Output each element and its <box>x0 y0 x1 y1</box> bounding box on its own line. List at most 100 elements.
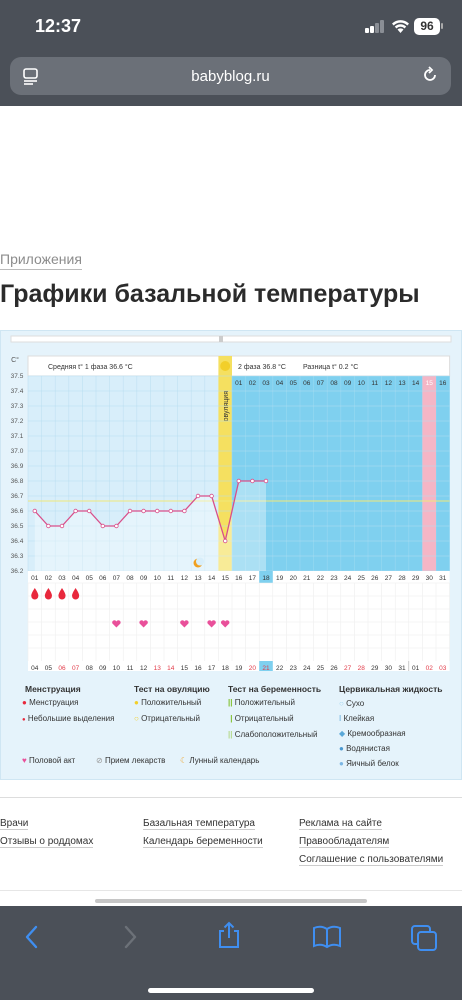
moon-icon: ☾ <box>180 756 188 765</box>
phase2-day-label: 09 <box>344 380 352 387</box>
legend-ovulation-positive: ● Положительный <box>134 698 202 707</box>
temperature-point <box>114 523 119 529</box>
back-icon[interactable] <box>22 924 42 950</box>
date-label: 10 <box>113 665 121 671</box>
date-label: 20 <box>249 665 257 671</box>
phase2-day-label: 12 <box>385 380 393 387</box>
drop-icon: ● <box>22 698 27 707</box>
cycle-day-label: 20 <box>290 575 298 582</box>
y-tick-label: 36.8 <box>11 478 24 485</box>
faint-lines-icon: || <box>228 730 233 739</box>
date-label: 22 <box>276 665 284 671</box>
phase2-day-label: 03 <box>262 380 270 387</box>
y-tick-label: 36.9 <box>11 463 24 470</box>
reader-mode-icon[interactable] <box>22 67 40 85</box>
cycle-day-label: 08 <box>126 575 134 582</box>
legend-spotting-item: ● Небольшие выделения <box>22 714 115 723</box>
cycle-day-label: 18 <box>262 575 270 582</box>
breadcrumb[interactable]: Приложения <box>0 251 82 270</box>
phase2-day-label: 07 <box>317 380 325 387</box>
phase2-day-label: 14 <box>412 380 420 387</box>
cycle-day-label: 03 <box>58 575 66 582</box>
phase2-day-label: 08 <box>330 380 338 387</box>
heart-icon <box>139 620 148 628</box>
date-label: 07 <box>72 665 80 671</box>
tabs-icon[interactable] <box>410 924 438 952</box>
temperature-point <box>32 508 37 514</box>
footer-link-user-agreement[interactable]: Соглашение с пользователями <box>299 854 444 866</box>
footer-link-pregnancy-calendar[interactable]: Календарь беременности <box>143 836 263 848</box>
date-label: 21 <box>262 665 270 671</box>
ovulation-column <box>218 356 232 571</box>
small-drop-icon: ● <box>22 717 26 723</box>
cycle-day-label: 26 <box>371 575 379 582</box>
horizontal-scroll-indicator[interactable] <box>95 899 367 903</box>
y-tick-label: 37.2 <box>11 418 24 425</box>
legend-lunar: ☾ Лунный календарь <box>180 756 260 765</box>
temperature-line <box>34 480 266 544</box>
bookmarks-icon[interactable] <box>312 924 342 950</box>
date-label: 01 <box>412 665 420 671</box>
legend-pregnancy-negative: | Отрицательный <box>228 714 294 723</box>
one-line-icon: | <box>228 714 233 723</box>
cycle-day-label: 24 <box>344 575 352 582</box>
cycle-day-label: 09 <box>140 575 148 582</box>
cycle-day-label: 06 <box>99 575 107 582</box>
bbt-chart-widget: Средняя t° 1 фаза 36.6 °C 2 фаза 36.8 °C Р… <box>0 330 462 780</box>
footer-link-doctors[interactable]: Врачи <box>0 818 29 830</box>
phase2-day-label: 04 <box>276 380 284 387</box>
temperature-point <box>154 508 160 514</box>
bbt-chart: Средняя t° 1 фаза 36.6 °C 2 фаза 36.8 °C Р… <box>10 335 452 671</box>
cycle-day-label: 07 <box>113 575 121 582</box>
sticky-icon: I <box>339 714 342 723</box>
drop-outline-icon: ○ <box>339 699 344 708</box>
expected-period-column <box>422 376 436 571</box>
legend-pregnancy-weak: || Слабоположительный <box>228 730 318 739</box>
legend-cervical-dry: ○ Сухо <box>339 699 365 708</box>
temperature-area <box>34 481 266 571</box>
wifi-icon <box>392 20 409 33</box>
cycle-day-label: 22 <box>317 575 325 582</box>
phase2-day-label: 11 <box>371 380 378 387</box>
date-label: 29 <box>371 665 379 671</box>
cycle-day-label: 12 <box>181 575 189 582</box>
temperature-point <box>46 523 51 529</box>
phase2-label: 2 фаза 36.8 °C <box>238 363 286 371</box>
url-text[interactable]: babyblog.ru <box>191 68 270 85</box>
date-label: 15 <box>181 665 189 671</box>
address-bar[interactable]: babyblog.ru <box>10 57 451 95</box>
cycle-day-label: 27 <box>385 575 393 582</box>
cycle-day-label: 29 <box>412 575 420 582</box>
footer-link-advertising[interactable]: Реклама на сайте <box>299 818 382 830</box>
share-icon[interactable] <box>216 920 242 950</box>
y-tick-label: 37.4 <box>11 388 24 395</box>
cycle-day-label: 01 <box>31 575 39 582</box>
cycle-day-label: 14 <box>208 575 216 582</box>
legend-cervical-sticky: I Клейкая <box>339 714 375 723</box>
y-tick-label: 37.3 <box>11 403 24 410</box>
legend-cervical-creamy: ◆ Кремообразная <box>339 729 406 738</box>
legend-ovulation-negative: ○ Отрицательный <box>134 714 200 723</box>
forward-icon[interactable] <box>120 924 140 950</box>
cycle-day-label: 05 <box>86 575 94 582</box>
pill-icon: ⊘ <box>96 756 103 765</box>
footer-link-bbt[interactable]: Базальная температура <box>143 818 255 830</box>
legend-menstruation-title: Менструация <box>25 684 81 694</box>
y-tick-label: 36.5 <box>11 523 24 530</box>
date-label: 14 <box>167 665 175 671</box>
cycle-day-label: 16 <box>235 575 243 582</box>
temperature-point <box>86 508 92 514</box>
cycle-day-label: 11 <box>167 575 174 582</box>
cycle-day-label: 04 <box>72 575 80 582</box>
reload-icon[interactable] <box>420 65 440 85</box>
cycle-day-label: 23 <box>330 575 338 582</box>
footer-link-copyright[interactable]: Правообладателям <box>299 836 390 848</box>
date-label: 26 <box>330 665 338 671</box>
footer-link-maternity-reviews[interactable]: Отзывы о роддомах <box>0 836 94 848</box>
yellow-circle-icon: ● <box>134 698 139 707</box>
heart-icon <box>112 620 121 628</box>
cycle-day-row <box>28 571 450 583</box>
y-tick-label: 36.6 <box>11 508 24 515</box>
date-label: 17 <box>208 665 216 671</box>
temperature-point <box>73 508 78 514</box>
